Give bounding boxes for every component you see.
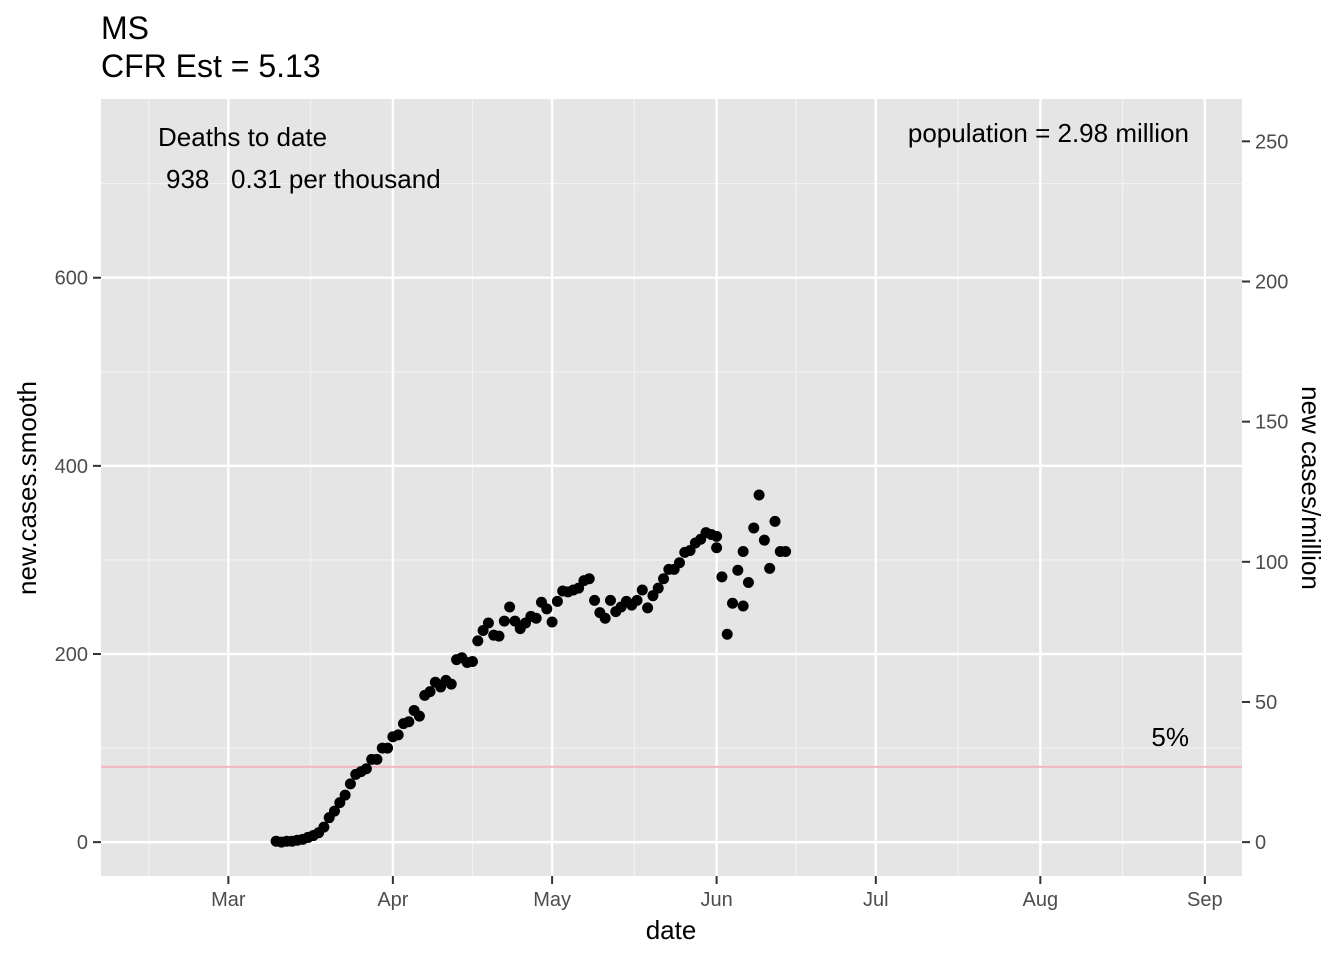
y2-tick-label: 0 [1255, 832, 1266, 854]
data-point [360, 763, 372, 775]
data-point [466, 656, 478, 668]
data-point [371, 753, 383, 765]
data-point [737, 600, 749, 612]
data-point [493, 630, 505, 642]
plot-panel [101, 99, 1242, 876]
y-axis-left: 0 200 400 600 [55, 268, 101, 854]
x-tick-label: Mar [211, 889, 246, 911]
data-point [652, 582, 664, 594]
data-point [673, 557, 685, 569]
x-tick-label: Jul [863, 889, 889, 911]
data-point [482, 617, 494, 629]
data-point [403, 716, 415, 728]
data-point [711, 542, 723, 554]
y2-tick-label: 250 [1255, 131, 1288, 153]
x-tick-label: Jun [700, 889, 732, 911]
data-point [445, 678, 457, 690]
chart-subtitle: CFR Est = 5.13 [101, 48, 321, 84]
data-point [318, 821, 330, 833]
data-points [270, 489, 792, 848]
chart-title: MS [101, 10, 149, 46]
data-point [631, 594, 643, 606]
y-tick-label: 400 [55, 456, 88, 478]
data-point [413, 710, 425, 722]
data-point [382, 742, 394, 754]
data-point [658, 573, 670, 585]
data-point [604, 594, 616, 606]
y2-tick-label: 200 [1255, 271, 1288, 293]
data-point [758, 534, 770, 546]
population-label: population = 2.98 million [908, 118, 1189, 148]
data-point [344, 778, 356, 790]
x-tick-label: May [533, 889, 571, 911]
y-tick-label: 600 [55, 268, 88, 290]
y-tick-label: 200 [55, 644, 88, 666]
data-point [583, 573, 595, 585]
data-point [541, 603, 553, 615]
data-point [329, 805, 341, 817]
data-point [721, 628, 733, 640]
data-point [599, 612, 611, 624]
y2-tick-label: 100 [1255, 552, 1288, 574]
data-point [769, 515, 781, 527]
deaths-label: Deaths to date [158, 122, 327, 152]
y2-tick-label: 50 [1255, 692, 1277, 714]
data-point [589, 594, 601, 606]
data-point [716, 571, 728, 583]
x-tick-label: Sep [1187, 889, 1223, 911]
data-point [711, 530, 723, 542]
data-point [504, 601, 516, 613]
data-point [339, 789, 351, 801]
data-point [642, 602, 654, 614]
grid-minor [101, 99, 1242, 876]
x-axis: Mar Apr May Jun Jul Aug Sep [211, 876, 1223, 911]
y2-tick-label: 150 [1255, 412, 1288, 434]
data-point [498, 615, 510, 627]
data-point [732, 564, 744, 576]
data-point [546, 616, 558, 628]
data-point [748, 522, 760, 534]
data-point [764, 562, 776, 574]
data-point [472, 635, 484, 647]
data-point [392, 729, 404, 741]
x-tick-label: Apr [377, 889, 408, 911]
x-axis-title: date [646, 915, 697, 945]
data-point [636, 584, 648, 596]
deaths-value: 938 0.31 per thousand [166, 164, 441, 194]
data-point [530, 612, 542, 624]
data-point [424, 686, 436, 698]
data-point [742, 577, 754, 589]
data-point [737, 545, 749, 557]
data-point [780, 545, 792, 557]
data-point [551, 595, 563, 607]
data-point [753, 489, 765, 501]
y-tick-label: 0 [77, 832, 88, 854]
y2-axis-title: new cases/million [1296, 386, 1326, 590]
x-tick-label: Aug [1023, 889, 1059, 911]
threshold-label: 5% [1151, 722, 1189, 752]
data-point [727, 597, 739, 609]
y-axis-title: new.cases.smooth [12, 381, 42, 595]
y-axis-right: 0 50 100 150 200 250 [1242, 131, 1288, 854]
